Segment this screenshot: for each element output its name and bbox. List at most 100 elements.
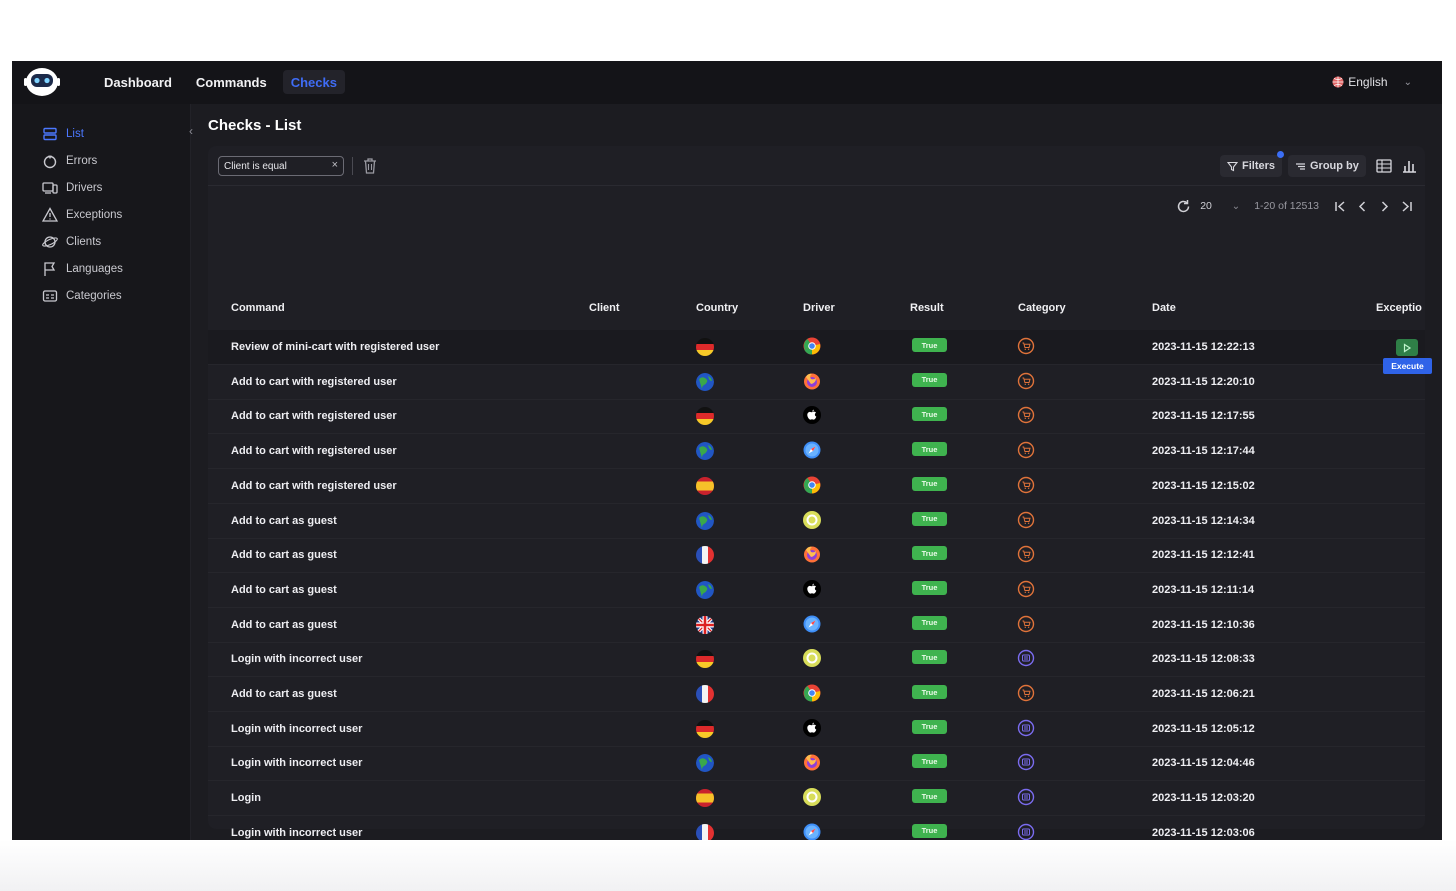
table-view-icon[interactable] (1375, 157, 1393, 175)
result-badge: True (912, 476, 947, 491)
cart-category-icon (1017, 372, 1035, 390)
column-header-country[interactable]: Country (696, 302, 739, 314)
android-icon (803, 788, 821, 807)
collapse-sidebar-icon[interactable]: ‹ (189, 124, 193, 138)
table-row[interactable]: Add to cart with registered user True 2023… (208, 365, 1425, 400)
country-flag-fr-icon (696, 685, 714, 703)
table-row[interactable]: Add to cart as guest True 2023-11-15 12:12… (208, 538, 1425, 574)
main-nav: Dashboard Commands Checks (96, 70, 345, 94)
table-row[interactable]: Add to cart as guest True 2023-11-15 12:14… (208, 504, 1425, 539)
chart-view-icon[interactable] (1400, 157, 1418, 175)
execute-tooltip: Execute (1383, 358, 1432, 374)
nav-commands[interactable]: Commands (195, 74, 267, 90)
command-cell: Add to cart with registered user (231, 410, 397, 423)
safari-icon (803, 823, 821, 840)
apple-icon (803, 406, 821, 425)
table-row[interactable]: Login with incorrect user True 2023-11-15 … (208, 816, 1425, 840)
column-header-result[interactable]: Result (910, 302, 944, 314)
cart-category-icon (1017, 615, 1035, 633)
table-row[interactable]: Add to cart with registered user True 2023… (208, 399, 1425, 435)
execute-button[interactable] (1396, 339, 1418, 356)
chevron-down-icon: ⌄ (1403, 76, 1412, 88)
result-badge: True (912, 719, 947, 734)
command-cell: Add to cart as guest (231, 583, 337, 596)
close-icon[interactable]: × (331, 159, 338, 171)
command-cell: Add to cart as guest (231, 549, 337, 562)
table-row[interactable]: Add to cart with registered user True 2023… (208, 469, 1425, 504)
country-flag-de-icon (696, 719, 714, 738)
nav-dashboard[interactable]: Dashboard (104, 74, 172, 90)
command-cell: Login with incorrect user (231, 757, 363, 770)
table-row[interactable]: Add to cart with registered user True 2023… (208, 434, 1425, 470)
result-badge: True (912, 580, 947, 595)
table-row[interactable]: Login with incorrect user True 2023-11-15 … (208, 712, 1425, 747)
cart-category-icon (1017, 511, 1035, 529)
table-row[interactable]: Add to cart as guest True 2023-11-15 12:06… (208, 677, 1425, 712)
table-row[interactable]: Add to cart as guest True 2023-11-15 12:10… (208, 608, 1425, 643)
country-flag-globe-icon (696, 372, 714, 391)
refresh-icon[interactable] (1172, 195, 1194, 217)
filters-button[interactable]: Filters (1220, 151, 1285, 177)
sidebar-item-exceptions[interactable]: Exceptions (42, 205, 122, 225)
sidebar-item-label: Clients (66, 236, 102, 248)
chrome-icon (803, 684, 821, 702)
first-page-icon[interactable] (1329, 195, 1351, 217)
date-cell: 2023-11-15 12:05:12 (1152, 722, 1255, 735)
column-header-client[interactable]: Client (589, 302, 620, 314)
firefox-icon (803, 545, 821, 563)
cart-category-icon (1017, 545, 1035, 563)
filter-chip[interactable]: Client is equal × (218, 156, 344, 176)
sidebar-item-languages[interactable]: Languages (42, 259, 123, 279)
date-cell: 2023-11-15 12:11:14 (1152, 583, 1255, 596)
apple-icon (803, 579, 821, 598)
trash-icon[interactable] (362, 157, 378, 175)
date-cell: 2023-11-15 12:10:36 (1152, 618, 1255, 631)
sidebar-item-drivers[interactable]: Drivers (42, 178, 102, 198)
sidebar-item-list[interactable]: List (42, 124, 84, 144)
command-cell: Login (231, 792, 261, 805)
nav-checks[interactable]: Checks (282, 70, 345, 94)
sidebar-item-label: Drivers (66, 182, 103, 194)
sidebar-item-label: Categories (66, 290, 122, 302)
table-row[interactable]: Login with incorrect user True 2023-11-15 … (208, 746, 1425, 782)
column-header-exception[interactable]: Exceptio (1376, 302, 1422, 314)
result-badge: True (912, 615, 947, 630)
app-window: Dashboard Commands Checks English ⌄ List… (12, 61, 1442, 840)
column-header-category[interactable]: Category (1018, 302, 1066, 314)
sidebar-item-clients[interactable]: Clients (42, 232, 101, 252)
login-category-icon (1017, 649, 1035, 667)
previous-page-icon[interactable] (1351, 195, 1373, 217)
table-row[interactable]: Add to cart as guest True 2023-11-15 12:11… (208, 573, 1425, 608)
command-cell: Review of mini-cart with registered user (231, 341, 440, 353)
chrome-icon (803, 337, 821, 355)
country-flag-globe-icon (696, 442, 714, 461)
result-badge: True (912, 754, 947, 769)
cart-category-icon (1017, 580, 1035, 598)
cart-category-icon (1017, 684, 1035, 702)
apple-icon (803, 718, 821, 737)
date-cell: 2023-11-15 12:03:06 (1152, 826, 1255, 839)
sidebar-item-errors[interactable]: Errors (42, 151, 97, 171)
page-background (0, 840, 1456, 891)
result-badge: True (912, 338, 947, 352)
last-page-icon[interactable] (1395, 195, 1417, 217)
table-row[interactable]: Login with incorrect user True 2023-11-15 … (208, 642, 1425, 678)
group-by-button[interactable]: Group by (1288, 155, 1366, 177)
sidebar-item-categories[interactable]: Categories (42, 286, 122, 306)
column-header-driver[interactable]: Driver (803, 302, 835, 314)
country-flag-es-icon (696, 789, 714, 808)
date-cell: 2023-11-15 12:15:02 (1152, 479, 1255, 492)
page-size-select[interactable]: 20 ⌄ (1200, 200, 1240, 212)
language-selector[interactable]: English ⌄ (1324, 71, 1420, 93)
robot-logo-icon[interactable] (24, 65, 60, 98)
table-header: Command Client Country Driver Result Cat… (208, 294, 1425, 324)
column-header-date[interactable]: Date (1152, 302, 1176, 314)
next-page-icon[interactable] (1373, 195, 1395, 217)
column-header-command[interactable]: Command (231, 302, 285, 314)
table-row[interactable]: Review of mini-cart with registered user… (208, 330, 1432, 374)
date-cell: 2023-11-15 12:17:55 (1152, 410, 1255, 423)
page-range: 1-20 of 12513 (1254, 200, 1319, 212)
top-bar: Dashboard Commands Checks English ⌄ (12, 61, 1442, 104)
table-row[interactable]: Login True 2023-11-15 12:03:20 (208, 781, 1425, 817)
country-flag-fr-icon (696, 823, 714, 840)
